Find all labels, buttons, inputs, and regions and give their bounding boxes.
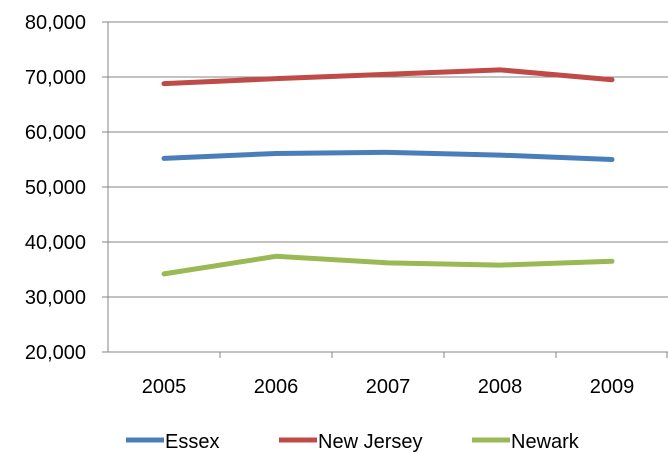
y-tick-label: 50,000 bbox=[25, 177, 86, 199]
y-tick-label: 60,000 bbox=[25, 122, 86, 144]
x-tick-label: 2008 bbox=[478, 376, 523, 398]
y-tick-label: 40,000 bbox=[25, 232, 86, 254]
legend-label: Essex bbox=[165, 431, 219, 453]
y-tick-label: 80,000 bbox=[25, 12, 86, 34]
x-tick-label: 2007 bbox=[366, 376, 411, 398]
legend-label: Newark bbox=[511, 431, 580, 453]
y-tick-label: 30,000 bbox=[25, 287, 86, 309]
y-tick-label: 70,000 bbox=[25, 67, 86, 89]
gridlines bbox=[108, 21, 668, 298]
series-line-newark bbox=[161, 253, 615, 277]
series-lines bbox=[161, 67, 615, 277]
x-tick-label: 2006 bbox=[254, 376, 299, 398]
x-tick-label: 2005 bbox=[142, 376, 187, 398]
legend: Essex New Jersey Newark bbox=[126, 431, 580, 453]
y-tick-label: 20,000 bbox=[25, 342, 86, 364]
x-tick-label: 2009 bbox=[590, 376, 635, 398]
axes: 20,000 30,000 40,000 50,000 60,000 70,000 80,0… bbox=[25, 12, 668, 398]
legend-label: New Jersey bbox=[318, 431, 422, 453]
series-line-essex bbox=[161, 149, 615, 162]
